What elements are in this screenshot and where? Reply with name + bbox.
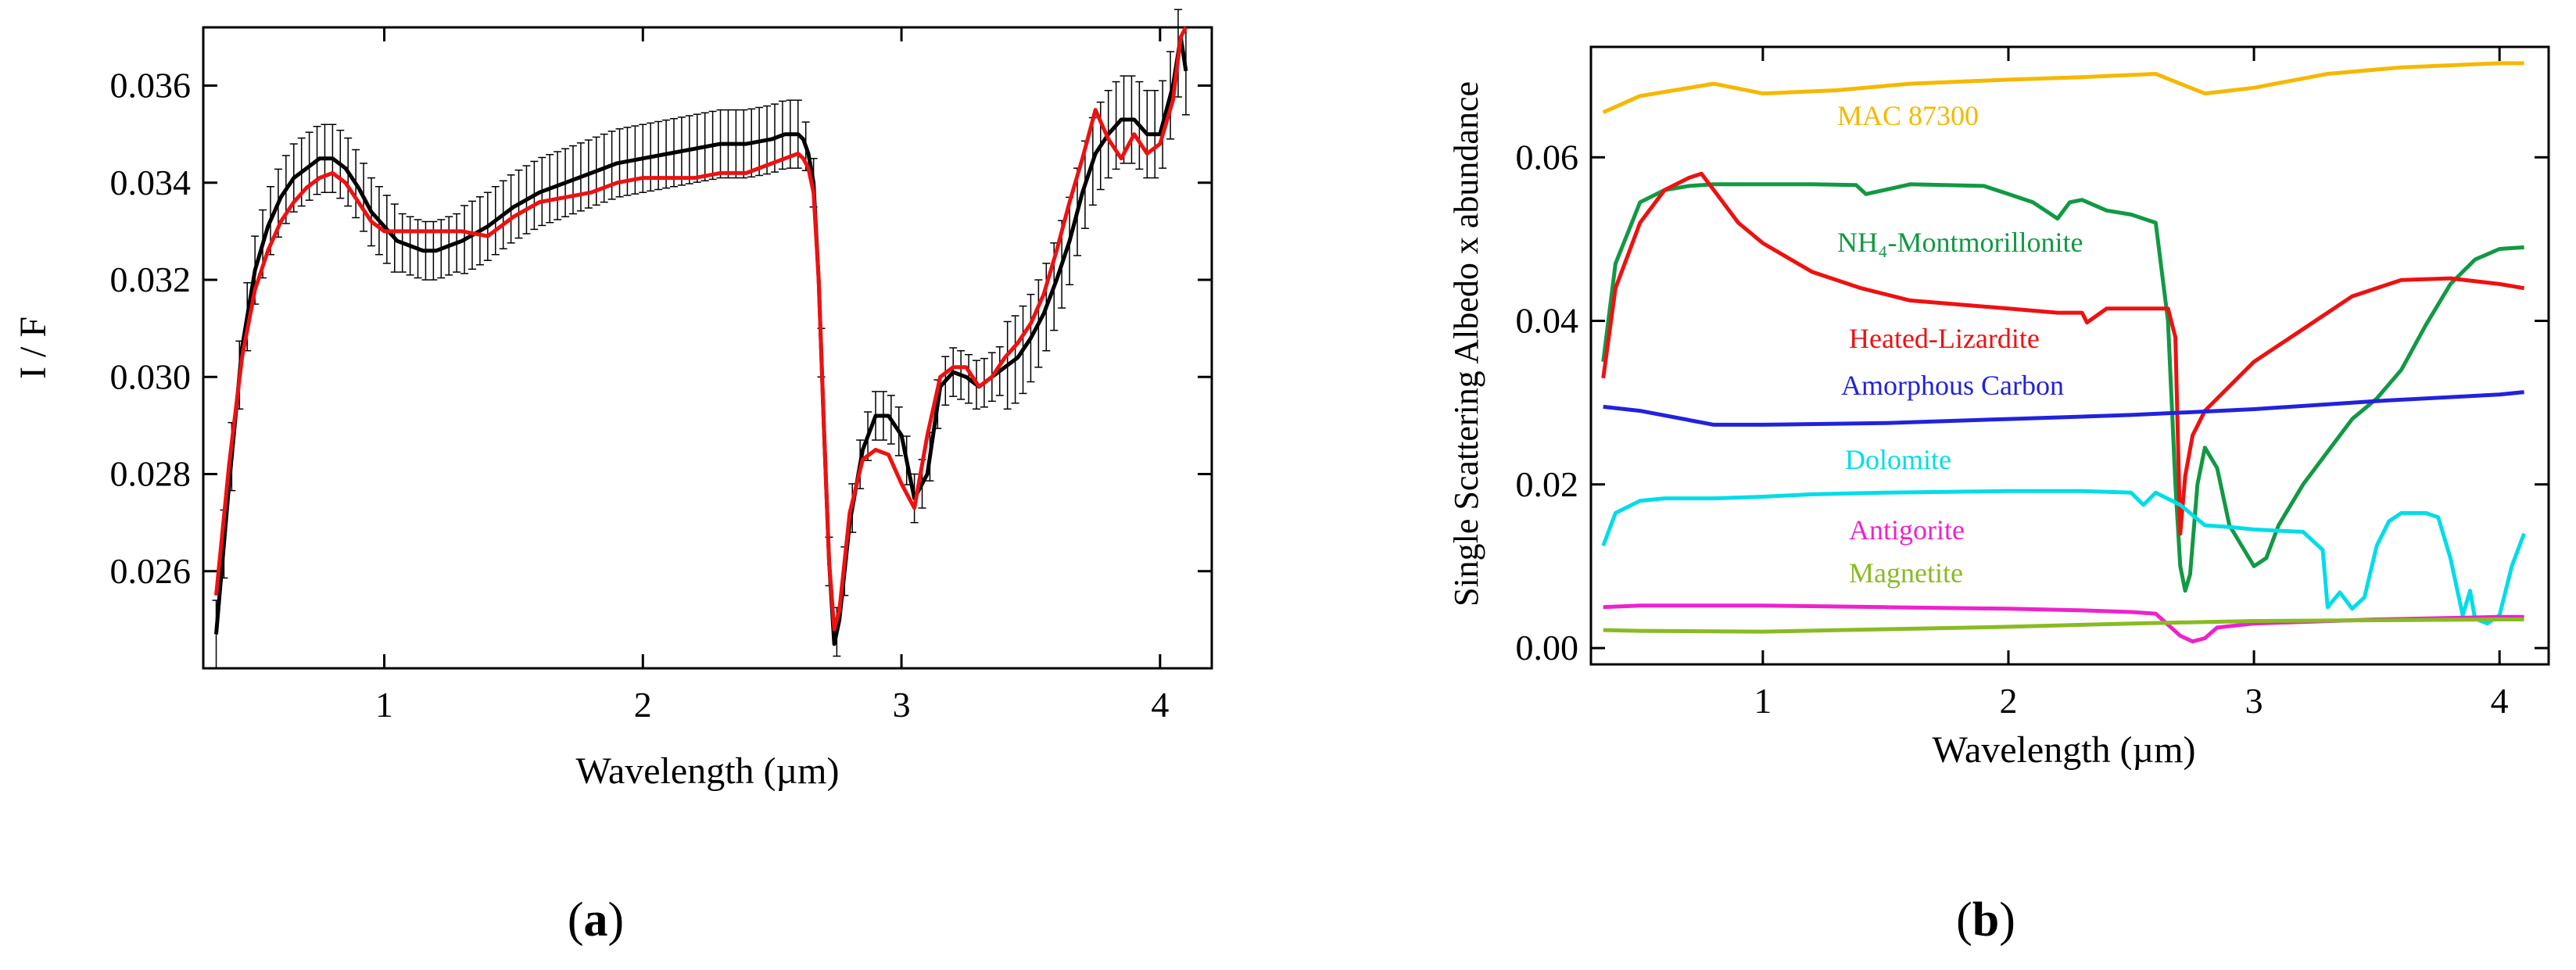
panel-a-y-tick-label: 0.028 xyxy=(110,454,192,494)
panel-b-x-tick-label: 1 xyxy=(1754,681,1772,721)
panel-b-series-line-mac-87300 xyxy=(1602,61,2524,114)
panel-a-error-bars xyxy=(212,9,1190,669)
panel-b-series-line-amorphous-carbon xyxy=(1603,390,2524,427)
panel-b-series-label: MAC 87300 xyxy=(1837,100,1979,131)
panel-b-y-tick-label: 0.02 xyxy=(1516,464,1579,504)
panel-b-series-label: NH₄-Montmorillonite xyxy=(1837,227,2083,258)
panel-b-x-axis-label: Wavelength (µm) xyxy=(1932,729,2195,771)
panel-b-y-tick-label: 0.00 xyxy=(1516,628,1579,668)
panel-b-y-tick-label: 0.06 xyxy=(1516,137,1579,177)
panel-a-x-tick-label: 3 xyxy=(893,685,911,725)
panel-b-caption-letter: b xyxy=(1972,893,1999,947)
panel-a-y-axis-label: I / F xyxy=(13,317,54,379)
panel-a-plot-frame xyxy=(202,26,1213,670)
panel-a-series-line-observed xyxy=(214,34,1188,646)
panel-b-y-tick-label: 0.04 xyxy=(1516,301,1579,341)
panel-b-series-line-magnetite xyxy=(1603,617,2524,634)
panel-b-x-tick-label: 4 xyxy=(2491,681,2509,721)
panel-a-ticks: 1 2 3 4 0.026 0.028 0.030 0.032 0.034 0.036 xyxy=(110,27,1212,725)
panel-b-x-tick-label: 2 xyxy=(1999,681,2017,721)
panel-a-caption: (a) xyxy=(568,893,624,947)
panel-a-y-tick-label: 0.032 xyxy=(110,260,192,299)
panel-b-series-labels: MAC 87300 NH₄-Montmorillonite Heated-Lizar… xyxy=(1837,100,2083,589)
panel-a-caption-letter: a xyxy=(584,893,608,947)
panel-a-x-tick-label: 1 xyxy=(375,685,393,725)
panel-a-y-tick-label: 0.036 xyxy=(110,66,192,106)
panel-a-x-tick-label: 4 xyxy=(1151,685,1169,725)
panel-a-y-tick-label: 0.030 xyxy=(110,356,192,396)
panel-a-x-axis-label: Wavelength (µm) xyxy=(575,750,839,792)
panel-b-series-line-nh4-montmorillonite xyxy=(1601,182,2524,593)
panel-b-series-label: Dolomite xyxy=(1845,444,1951,475)
panel-a-series xyxy=(214,26,1188,646)
panel-b-plot-frame xyxy=(1589,45,2550,666)
panel-a-x-tick-label: 2 xyxy=(634,685,652,725)
panel-b-series-label: Antigorite xyxy=(1849,514,1965,546)
panel-b-x-tick-label: 3 xyxy=(2245,681,2263,721)
panel-b-series-label: Amorphous Carbon xyxy=(1841,370,2064,401)
panel-b-series-label: Magnetite xyxy=(1849,557,1963,589)
panel-a-series-line-model xyxy=(214,26,1188,632)
panel-b-y-axis-label: Single Scattering Albedo x abundance xyxy=(1447,81,1485,607)
panel-b-series-line-dolomite xyxy=(1601,489,2526,626)
panel-b-ticks: 1 2 3 4 0.00 0.02 0.04 0.06 xyxy=(1516,47,2549,721)
panel-b-series xyxy=(1601,61,2526,644)
panel-a: 1 2 3 4 0.026 0.028 0.030 0.032 0.034 0.036 Wavel… xyxy=(13,9,1213,947)
panel-b-caption: (b) xyxy=(1956,893,2015,947)
panel-a-y-tick-label: 0.034 xyxy=(110,163,192,202)
panel-b-series-label: Heated-Lizardite xyxy=(1849,323,2040,354)
panel-a-y-tick-label: 0.026 xyxy=(110,551,192,591)
panel-b: 1 2 3 4 0.00 0.02 0.04 0.06 MAC 87300 NH₄-Montmo… xyxy=(1447,45,2550,947)
panel-b-series-line-heated-lizardite xyxy=(1601,171,2525,536)
